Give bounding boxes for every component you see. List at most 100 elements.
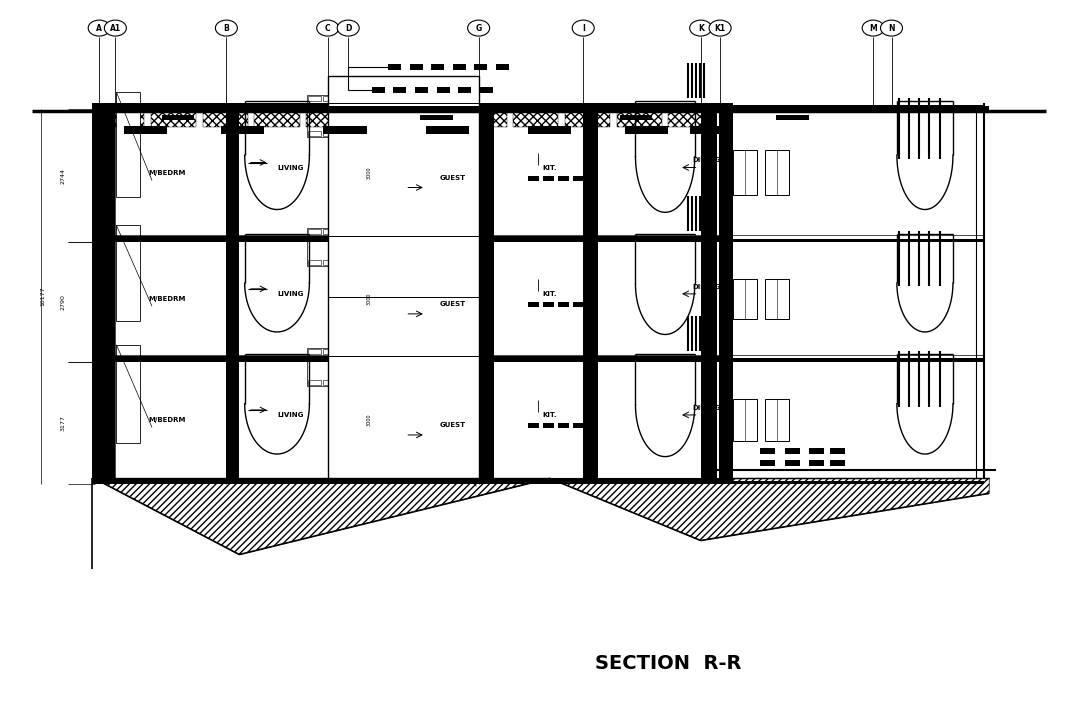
- Bar: [720, 236, 733, 362]
- Text: 10177: 10177: [41, 287, 45, 306]
- Bar: [99, 102, 115, 242]
- Bar: [720, 481, 984, 484]
- Bar: [461, 109, 507, 127]
- Bar: [416, 152, 459, 194]
- Bar: [328, 236, 345, 362]
- Text: N: N: [888, 24, 895, 32]
- Bar: [668, 109, 714, 127]
- Bar: [99, 109, 144, 127]
- Text: LIVING: LIVING: [278, 164, 304, 171]
- Bar: [353, 95, 365, 101]
- Ellipse shape: [317, 20, 338, 36]
- Bar: [337, 260, 351, 265]
- Bar: [543, 176, 554, 180]
- Bar: [496, 64, 509, 69]
- Bar: [558, 302, 569, 307]
- Bar: [415, 87, 428, 93]
- Text: 3000: 3000: [707, 434, 711, 446]
- Ellipse shape: [88, 20, 110, 36]
- Bar: [353, 260, 365, 265]
- Bar: [785, 461, 800, 466]
- Bar: [323, 95, 336, 101]
- Bar: [226, 355, 239, 484]
- Bar: [323, 348, 336, 354]
- Ellipse shape: [690, 20, 711, 36]
- Bar: [337, 131, 351, 135]
- Bar: [323, 260, 336, 265]
- Text: SECTION  R-R: SECTION R-R: [595, 654, 742, 673]
- Ellipse shape: [468, 20, 489, 36]
- Bar: [393, 87, 406, 93]
- Bar: [116, 345, 140, 442]
- Text: KIT.: KIT.: [542, 164, 557, 171]
- Bar: [720, 358, 984, 362]
- Bar: [420, 115, 453, 120]
- Bar: [353, 229, 365, 234]
- Bar: [308, 380, 321, 385]
- Bar: [254, 109, 300, 127]
- Bar: [410, 64, 423, 69]
- Bar: [558, 176, 569, 180]
- Bar: [372, 87, 385, 93]
- Bar: [733, 279, 757, 319]
- Bar: [358, 109, 403, 127]
- Text: LIVING: LIVING: [278, 291, 304, 297]
- Bar: [151, 109, 196, 127]
- Bar: [701, 236, 717, 362]
- Bar: [323, 229, 336, 234]
- Ellipse shape: [709, 20, 731, 36]
- Ellipse shape: [105, 20, 126, 36]
- Bar: [479, 102, 494, 242]
- Bar: [308, 131, 321, 135]
- Bar: [124, 126, 167, 134]
- Text: B: B: [223, 24, 230, 32]
- Bar: [99, 355, 720, 362]
- Bar: [323, 380, 336, 385]
- Bar: [353, 380, 365, 385]
- Text: A1: A1: [110, 24, 121, 32]
- Bar: [558, 423, 569, 428]
- Text: A: A: [96, 24, 102, 32]
- Text: C: C: [324, 24, 331, 32]
- Text: DINING: DINING: [692, 157, 720, 164]
- Bar: [337, 229, 351, 234]
- Bar: [226, 102, 239, 242]
- Ellipse shape: [216, 20, 237, 36]
- Bar: [307, 228, 367, 266]
- Ellipse shape: [881, 20, 902, 36]
- Bar: [760, 449, 775, 454]
- Bar: [337, 95, 351, 101]
- Text: M: M: [869, 24, 877, 32]
- Text: D: D: [345, 24, 351, 32]
- Bar: [221, 126, 264, 134]
- Bar: [808, 449, 824, 454]
- Text: GUEST: GUEST: [440, 301, 466, 307]
- Bar: [528, 423, 539, 428]
- Text: 3000: 3000: [707, 186, 711, 199]
- Bar: [701, 355, 717, 484]
- Bar: [720, 355, 733, 484]
- Text: KIT.: KIT.: [542, 412, 557, 418]
- Text: K: K: [697, 24, 704, 32]
- Bar: [437, 87, 450, 93]
- Bar: [720, 102, 733, 242]
- Bar: [337, 380, 351, 385]
- Bar: [308, 95, 321, 101]
- Bar: [620, 115, 652, 120]
- Text: K1: K1: [715, 24, 725, 32]
- Text: 3000: 3000: [722, 295, 727, 309]
- Bar: [583, 355, 598, 484]
- Bar: [93, 102, 99, 484]
- Bar: [99, 236, 720, 242]
- Bar: [543, 423, 554, 428]
- Text: I: I: [582, 24, 584, 32]
- Text: 3000: 3000: [367, 166, 371, 179]
- Bar: [830, 449, 845, 454]
- Ellipse shape: [337, 20, 359, 36]
- Text: 2744: 2744: [60, 168, 65, 183]
- Bar: [328, 102, 345, 242]
- Text: G: G: [475, 24, 482, 32]
- Bar: [453, 64, 466, 69]
- Text: M/BEDRM: M/BEDRM: [149, 296, 185, 302]
- Bar: [203, 109, 248, 127]
